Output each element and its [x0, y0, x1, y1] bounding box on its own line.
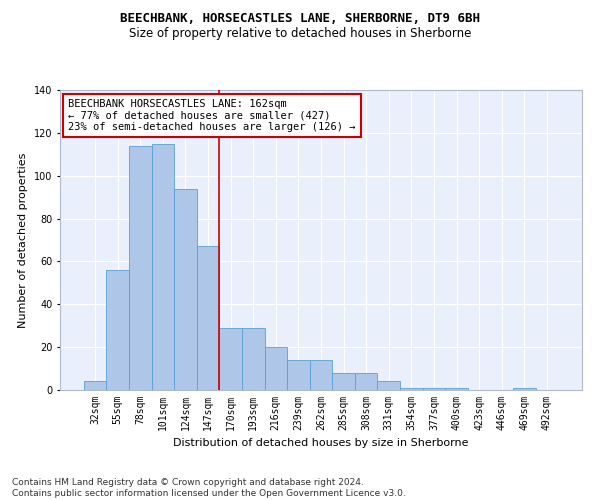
Bar [513, 388, 536, 390]
Bar [242, 328, 265, 390]
Bar [400, 388, 422, 390]
Bar [310, 360, 332, 390]
Bar [332, 373, 355, 390]
Bar [377, 382, 400, 390]
Bar [174, 188, 197, 390]
Text: BEECHBANK HORSECASTLES LANE: 162sqm
← 77% of detached houses are smaller (427)
2: BEECHBANK HORSECASTLES LANE: 162sqm ← 77… [68, 99, 355, 132]
Bar [106, 270, 129, 390]
Bar [422, 388, 445, 390]
Text: Contains HM Land Registry data © Crown copyright and database right 2024.
Contai: Contains HM Land Registry data © Crown c… [12, 478, 406, 498]
Bar [445, 388, 468, 390]
Bar [129, 146, 152, 390]
Bar [265, 347, 287, 390]
Bar [287, 360, 310, 390]
Text: BEECHBANK, HORSECASTLES LANE, SHERBORNE, DT9 6BH: BEECHBANK, HORSECASTLES LANE, SHERBORNE,… [120, 12, 480, 26]
Text: Size of property relative to detached houses in Sherborne: Size of property relative to detached ho… [129, 28, 471, 40]
Bar [220, 328, 242, 390]
Bar [152, 144, 174, 390]
Bar [197, 246, 220, 390]
X-axis label: Distribution of detached houses by size in Sherborne: Distribution of detached houses by size … [173, 438, 469, 448]
Bar [355, 373, 377, 390]
Y-axis label: Number of detached properties: Number of detached properties [19, 152, 28, 328]
Bar [84, 382, 106, 390]
